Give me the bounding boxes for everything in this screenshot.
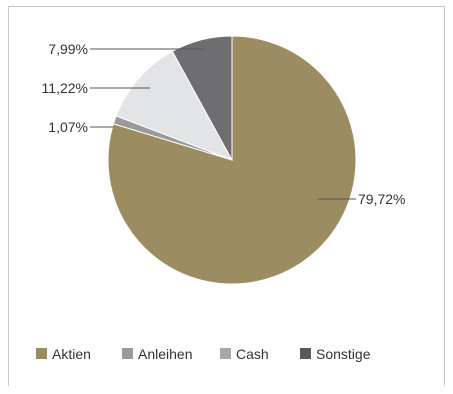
legend-swatch-aktien xyxy=(36,348,47,359)
legend-label-anleihen: Anleihen xyxy=(138,346,193,362)
data-label-aktien: 79,72% xyxy=(358,191,405,207)
legend-item-sonstige: Sonstige xyxy=(300,346,371,362)
legend-item-anleihen: Anleihen xyxy=(122,346,193,362)
pie-slices xyxy=(107,35,357,285)
legend-item-cash: Cash xyxy=(220,346,269,362)
pie-slice-sonstige xyxy=(171,35,233,161)
legend: Aktien Anleihen Cash Sonstige xyxy=(36,346,371,362)
legend-label-sonstige: Sonstige xyxy=(316,346,371,362)
data-label-cash: 11,22% xyxy=(42,80,88,96)
legend-item-aktien: Aktien xyxy=(36,346,91,362)
legend-label-cash: Cash xyxy=(236,346,269,362)
legend-swatch-cash xyxy=(220,348,231,359)
legend-swatch-sonstige xyxy=(300,348,311,359)
data-labels: 79,72% 1,07% 11,22% 7,99% xyxy=(42,41,406,207)
pie-slice-cash xyxy=(115,50,234,161)
data-label-sonstige: 7,99% xyxy=(48,41,88,57)
legend-swatch-anleihen xyxy=(122,348,133,359)
chart-frame xyxy=(8,6,445,386)
leader-lines xyxy=(90,48,356,200)
data-label-anleihen: 1,07% xyxy=(48,119,88,135)
legend-label-aktien: Aktien xyxy=(52,346,91,362)
